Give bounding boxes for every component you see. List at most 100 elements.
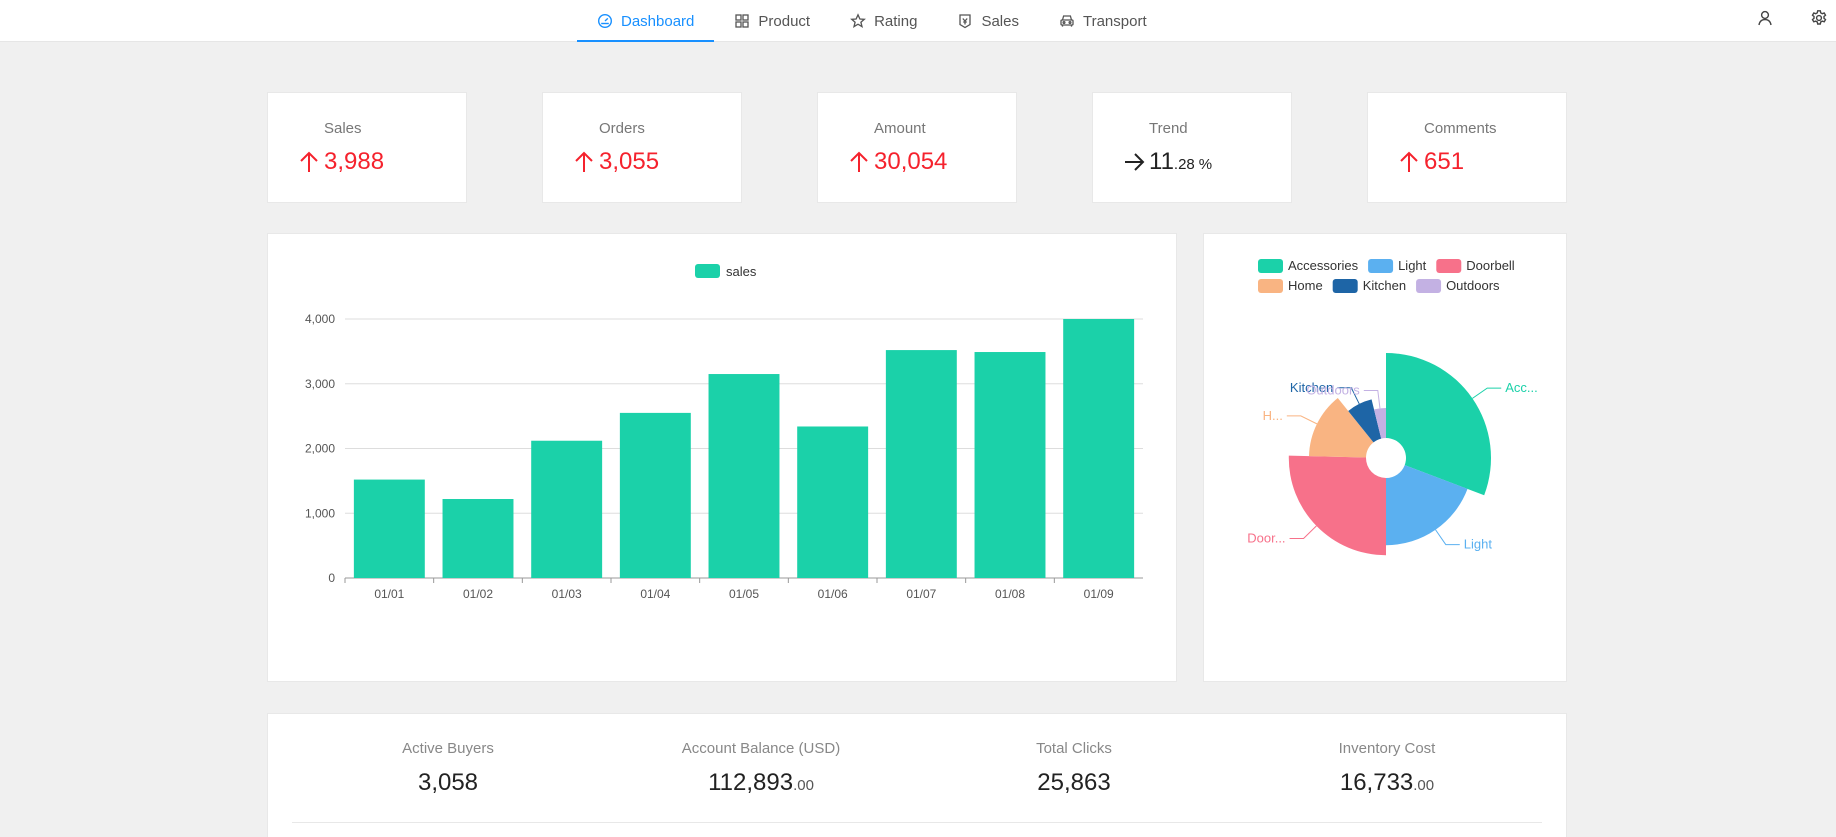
stat-card-sales: Sales 3,988 [267,92,467,203]
y-tick-label: 0 [328,571,335,585]
main-nav: Dashboard Product Rating Sales [577,0,1167,42]
legend-swatch [1332,279,1358,293]
metric-decimal: .00 [1413,777,1435,794]
rose-slice [1309,397,1374,458]
arrow-up-icon [300,151,318,172]
nav-dashboard-label: Dashboard [621,12,695,30]
stat-decimal: .28 [1173,156,1195,173]
legend-label: sales [726,264,757,279]
x-tick-label: 01/08 [995,587,1025,601]
bar [619,412,691,578]
gear-icon[interactable] [1810,9,1828,27]
metric-value: 16,733 [1339,769,1414,796]
legend-label: Doorbell [1466,258,1515,273]
y-tick-label: 4,000 [305,312,335,326]
stat-label: Orders [599,120,645,137]
metric-value: 25,863 [1037,769,1111,796]
legend-swatch [1436,259,1462,273]
nav-transport[interactable]: Transport [1039,0,1167,42]
summary-metrics-panel: Active Buyers 3,058 Account Balance (USD… [267,713,1567,837]
y-tick-label: 2,000 [305,442,335,456]
bar [885,350,957,578]
metric-label: Account Balance (USD) [681,740,841,757]
bar [353,479,425,578]
legend-label: Kitchen [1363,278,1406,293]
stat-value: 11 [1149,148,1174,175]
metric-total-clicks: Total Clicks 25,863 [924,740,1224,797]
x-tick-label: 01/05 [729,587,759,601]
x-tick-label: 01/04 [640,587,670,601]
stat-value: 651 [1424,148,1465,175]
category-rose-chart: Accessories Light Doorbell Home Kitchen Outdo… [1247,258,1538,556]
bar [974,352,1046,578]
metric-label: Total Clicks [1036,740,1112,757]
stat-card-orders: Orders 3,055 [542,92,742,203]
slice-label: H... [1263,408,1283,423]
x-tick-label: 01/03 [552,587,582,601]
x-tick-label: 01/06 [818,587,848,601]
label-leader-line [1363,389,1381,409]
grid-icon [735,14,750,28]
nav-product[interactable]: Product [714,0,830,42]
legend-swatch [1368,259,1394,273]
x-tick-label: 01/09 [1084,587,1114,601]
rose-slice [1348,399,1382,443]
y-tick-label: 1,000 [305,506,335,520]
label-leader-line [1472,387,1502,399]
stat-label: Sales [324,120,362,137]
rose-slice [1374,407,1386,439]
stat-value: 30,054 [874,148,948,175]
bar [442,499,514,578]
y-tick-label: 3,000 [305,377,335,391]
top-navigation-bar: Dashboard Product Rating Sales [0,0,1836,42]
stat-value: 3,055 [599,148,660,175]
car-icon [1060,15,1074,27]
stat-label: Trend [1149,120,1188,137]
legend-swatch [1258,279,1283,293]
sales-bar-chart-panel: sales 0 1,000 2,000 3,000 4,000 01/01 01/02 01/0… [267,233,1177,682]
x-tick-label: 01/07 [906,587,936,601]
bar [531,440,603,578]
legend-swatch [695,264,720,278]
metric-label: Active Buyers [402,740,494,757]
rose-slice [1386,465,1468,546]
stat-card-amount: Amount 30,054 [817,92,1017,203]
bar [1063,319,1135,578]
label-leader-line [1337,387,1360,405]
nav-transport-label: Transport [1082,12,1147,30]
x-tick-label: 01/02 [463,587,493,601]
sales-bar-chart: sales 0 1,000 2,000 3,000 4,000 01/01 01/02 01/0… [305,264,1143,601]
nav-product-label: Product [758,12,811,30]
metric-account-balance: Account Balance (USD) 112,893.00 [611,740,911,797]
arrow-up-icon [850,151,868,172]
legend-swatch [1416,279,1442,293]
nav-dashboard[interactable]: Dashboard [577,0,715,42]
legend-label: Accessories [1288,258,1359,273]
bar [708,374,780,578]
user-icon[interactable] [1756,9,1774,27]
dashboard-icon [597,13,613,29]
metric-decimal: .00 [793,777,814,794]
legend-label: Home [1288,278,1323,293]
metric-value: 3,058 [417,769,479,796]
metric-inventory-cost: Inventory Cost 16,733.00 [1237,740,1537,797]
divider [292,822,1542,823]
arrow-up-icon [575,151,593,172]
sales-icon [959,14,972,29]
label-leader-line [1435,529,1460,546]
stat-value: 3,988 [324,148,385,175]
stat-card-comments: Comments 651 [1367,92,1567,203]
nav-rating[interactable]: Rating [830,0,937,42]
metric-active-buyers: Active Buyers 3,058 [298,740,598,797]
slice-label: Light [1464,537,1493,552]
rose-slice [1288,455,1386,556]
stat-card-trend: Trend 11 .28 % [1092,92,1292,203]
label-leader-line [1286,415,1318,425]
legend-swatch [1258,259,1283,273]
x-tick-label: 01/01 [374,587,404,601]
nav-sales[interactable]: Sales [937,0,1039,42]
legend-label: Outdoors [1446,278,1500,293]
category-rose-chart-panel: Accessories Light Doorbell Home Kitchen Outdo… [1203,233,1567,682]
stat-unit: % [1198,156,1213,173]
stat-label: Comments [1424,120,1497,137]
